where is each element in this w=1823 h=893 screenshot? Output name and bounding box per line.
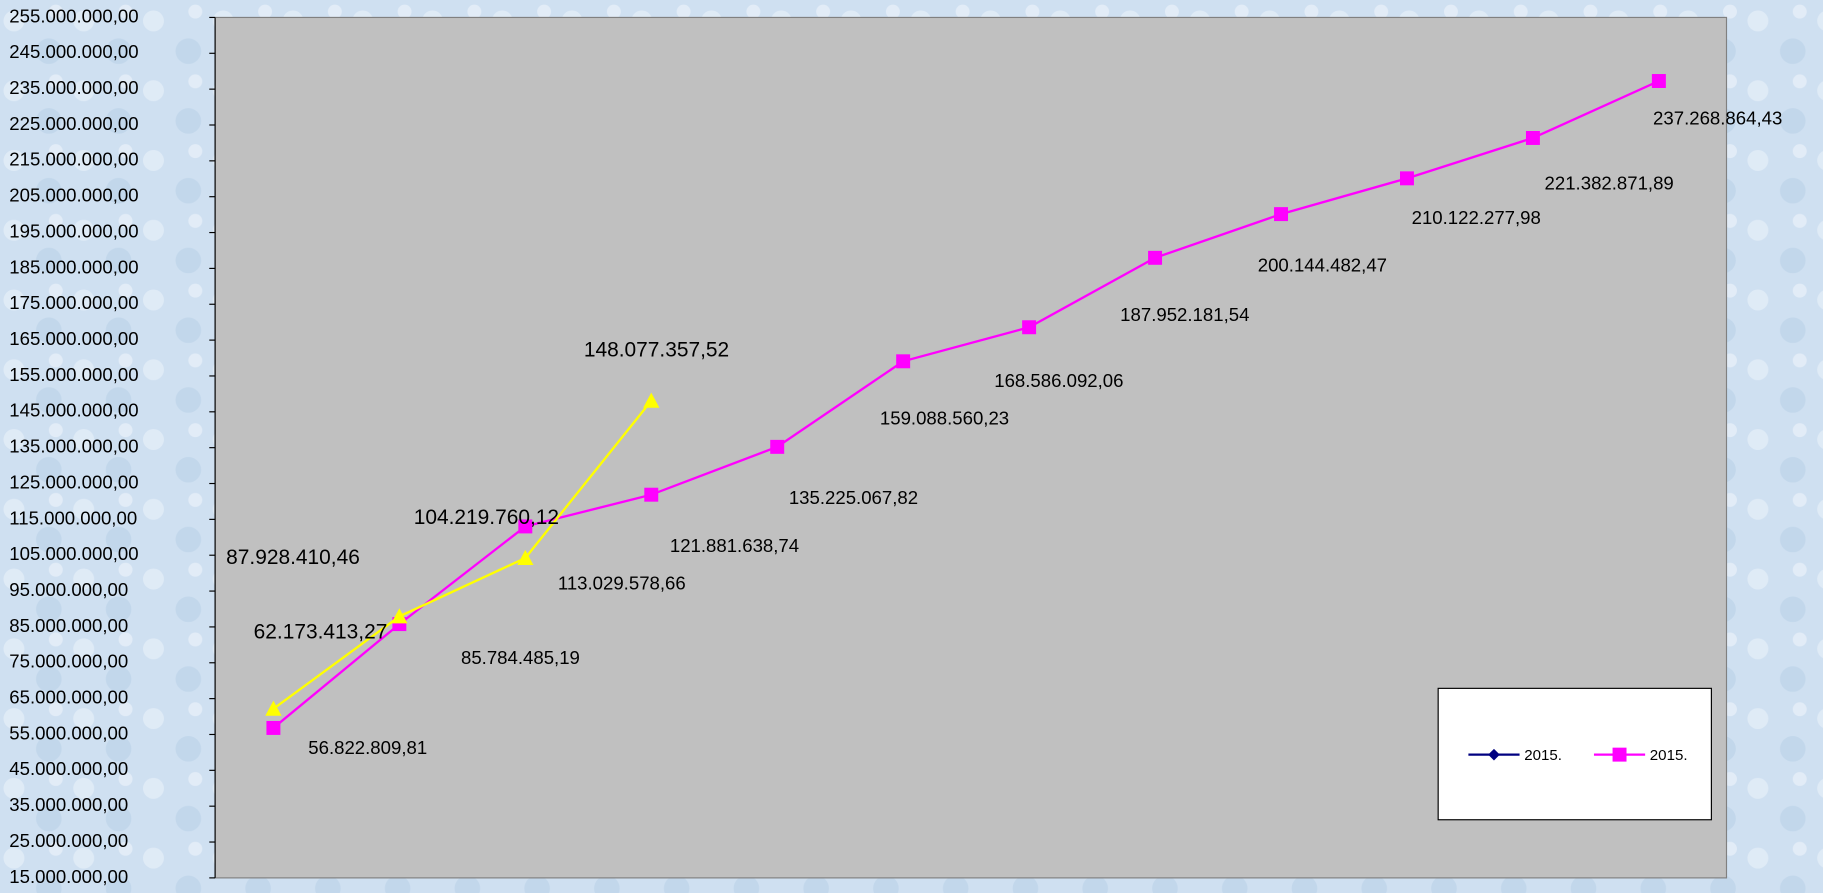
- data-label: 62.173.413,27: [254, 621, 388, 644]
- data-label: 104.219.760,12: [414, 506, 559, 529]
- y-tick-label: 245.000.000,00: [9, 41, 138, 62]
- y-tick-label: 115.000.000,00: [9, 507, 137, 528]
- y-tick-label: 195.000.000,00: [9, 220, 138, 241]
- y-tick-label: 95.000.000,00: [9, 579, 128, 600]
- data-point: [644, 487, 659, 502]
- data-point: [1022, 320, 1037, 335]
- data-point: [643, 392, 660, 408]
- series-line: [272, 400, 653, 710]
- data-label: 121.881.638,74: [670, 535, 799, 556]
- data-label: 221.382.871,89: [1545, 172, 1674, 193]
- y-tick-label: 205.000.000,00: [9, 185, 138, 206]
- y-tick-label: 75.000.000,00: [9, 651, 128, 672]
- y-tick-label: 35.000.000,00: [9, 794, 128, 815]
- y-tick-label: 255.000.000,00: [9, 5, 138, 26]
- data-label: 210.122.277,98: [1412, 207, 1541, 228]
- y-tick-label: 225.000.000,00: [9, 113, 138, 134]
- y-tick-label: 155.000.000,00: [9, 364, 138, 385]
- series-line: [272, 79, 1660, 729]
- data-point: [1274, 207, 1288, 222]
- legend-label: 2015.: [1524, 747, 1562, 764]
- y-tick-label: 145.000.000,00: [9, 400, 138, 421]
- y-tick-label: 55.000.000,00: [9, 722, 128, 743]
- data-point: [265, 700, 282, 716]
- data-label: 113.029.578,66: [558, 572, 686, 593]
- data-point: [1525, 130, 1540, 145]
- y-tick-label: 85.000.000,00: [9, 615, 128, 636]
- y-tick-label: 175.000.000,00: [9, 292, 138, 313]
- data-label: 159.088.560,23: [880, 407, 1009, 428]
- data-label: 87.928.410,46: [226, 546, 360, 569]
- y-tick-label: 45.000.000,00: [9, 758, 128, 779]
- data-label: 200.144.482,47: [1258, 254, 1387, 275]
- y-tick-label: 125.000.000,00: [9, 471, 138, 492]
- y-tick-label: 65.000.000,00: [9, 687, 128, 708]
- data-point: [1651, 74, 1666, 88]
- legend-label: 2015.: [1650, 747, 1688, 764]
- data-label: 135.225.067,82: [789, 487, 918, 508]
- data-point: [518, 519, 533, 534]
- data-point: [266, 720, 281, 735]
- data-point: [1148, 250, 1163, 265]
- data-label: 168.586.092,06: [994, 370, 1123, 391]
- data-point: [770, 439, 785, 454]
- y-tick-label: 165.000.000,00: [9, 328, 138, 349]
- data-point: [517, 549, 534, 565]
- data-point: [896, 354, 911, 369]
- y-tick-label: 235.000.000,00: [9, 77, 138, 98]
- data-label: 237.268.864,43: [1653, 107, 1782, 128]
- y-tick-label: 135.000.000,00: [9, 436, 138, 457]
- data-label: 187.952.181,54: [1120, 304, 1249, 325]
- y-tick-label: 215.000.000,00: [9, 149, 138, 170]
- legend-marker: [1612, 747, 1627, 762]
- data-point: [391, 608, 408, 624]
- data-label: 148.077.357,52: [584, 338, 729, 361]
- y-tick-label: 185.000.000,00: [9, 256, 138, 277]
- y-tick-label: 25.000.000,00: [9, 830, 128, 851]
- data-point: [1399, 171, 1414, 186]
- y-tick-label: 105.000.000,00: [9, 543, 138, 564]
- data-label: 56.822.809,81: [308, 737, 427, 758]
- y-tick-label: 15.000.000,00: [9, 866, 128, 887]
- data-label: 85.784.485,19: [461, 647, 580, 668]
- legend-marker: [1488, 748, 1500, 761]
